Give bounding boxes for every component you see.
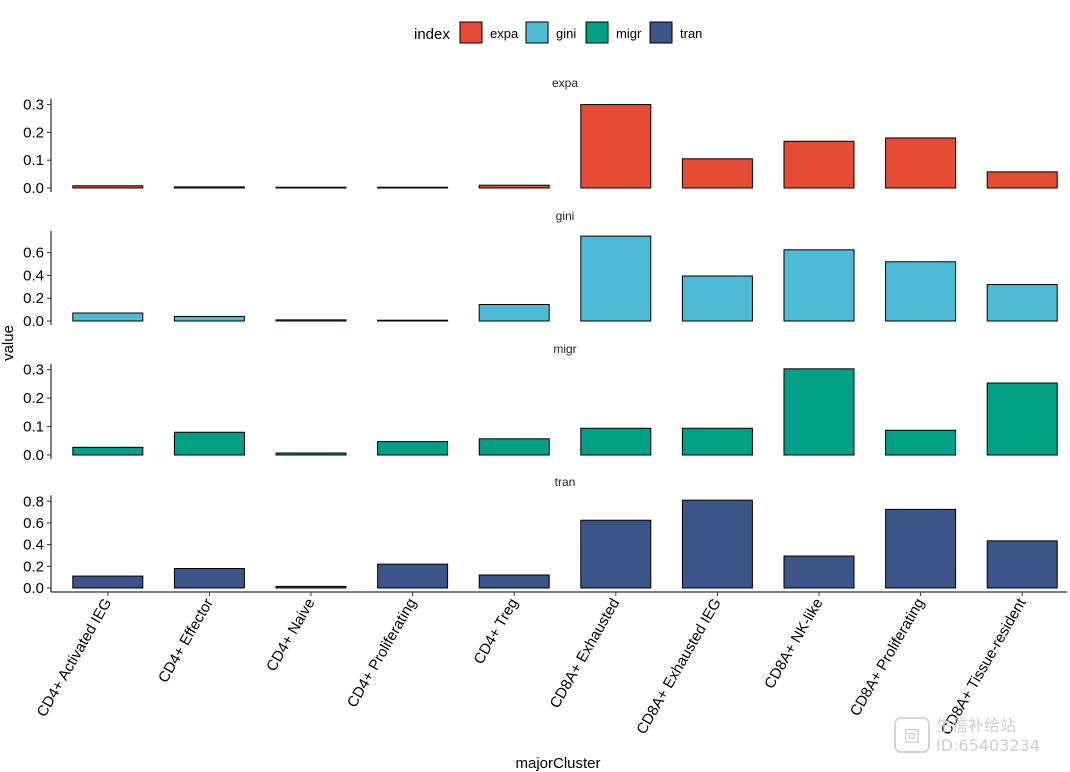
y-tick-label-migr: 0.3 [23,362,44,379]
bar-gini-4 [377,319,449,322]
bar-migr-6 [580,427,652,456]
x-tick-label: CD4+ Naive [263,596,318,675]
legend-label-expa: expa [490,26,519,41]
legend-item-expa: expa [459,21,519,44]
watermark-logo-icon [894,717,930,753]
bar-gini-10 [986,284,1058,322]
watermark-line2: ID:65403234 [936,736,1040,755]
legend: index expa gini migr tran [414,21,702,44]
x-tick-label: CD4+ Proliferating [344,596,420,711]
bar-migr-3 [275,452,347,456]
facet-expa: expa 0.0 0.1 0.2 0.3 [23,76,1058,197]
bar-tran-5 [478,574,550,589]
bar-gini-8 [783,249,855,322]
bar-migr-8 [783,368,855,456]
bar-expa-4 [377,186,449,189]
y-tick-label-tran: 0.0 [23,580,44,597]
y-tick-label-tran: 0.4 [23,537,44,554]
bar-migr-4 [377,441,449,456]
bar-expa-8 [783,140,855,189]
y-tick-label-gini: 0.2 [23,290,44,307]
y-tick-label-tran: 0.6 [23,515,44,532]
watermark: 回 生信补给站 ID:65403234 [894,716,1040,755]
legend-swatch-migr [585,21,609,44]
legend-swatch-expa [459,21,483,44]
bar-tran-9 [885,508,957,589]
x-tick-label: CD8A+ Exhausted [547,596,624,712]
y-tick-label-expa: 0.1 [23,152,44,169]
y-tick-label-gini: 0.4 [23,267,44,284]
facet-migr: migr 0.0 0.1 0.2 0.3 [23,342,1058,464]
legend-swatch-gini [525,21,549,44]
y-tick-label-gini: 0.0 [23,313,44,330]
bar-expa-3 [275,186,347,189]
bar-gini-5 [478,303,550,322]
bar-expa-1 [72,185,144,189]
legend-title: index [414,26,450,43]
legend-item-gini: gini [525,21,576,44]
facet-tran: tran 0.0 0.2 0.4 0.6 0.8 [23,475,1058,597]
bar-migr-9 [885,429,957,456]
y-axis-title: value [0,325,17,361]
bar-migr-1 [72,446,144,456]
bar-migr-10 [986,382,1058,456]
x-axis-title: majorCluster [515,755,600,772]
bar-gini-1 [72,312,144,322]
bar-expa-5 [478,184,550,189]
legend-label-gini: gini [556,26,576,41]
bar-expa-10 [986,171,1058,189]
bar-tran-4 [377,563,449,589]
y-tick-label-tran: 0.2 [23,558,44,575]
x-axis: CD4+ Activated IEG CD4+ Effector CD4+ Naiv… [34,591,1067,738]
bar-gini-3 [275,319,347,322]
bar-tran-7 [681,499,753,589]
x-tick-label: CD4+ Effector [155,596,217,686]
bar-gini-7 [681,275,753,322]
x-tick-label: CD8A+ Proliferating [847,596,928,720]
x-tick-label: CD4+ Treg [470,596,521,668]
watermark-logo-glyph: 回 [904,727,920,746]
y-tick-label-gini: 0.6 [23,245,44,262]
bar-expa-6 [580,104,652,189]
y-tick-label-migr: 0.0 [23,447,44,464]
bar-migr-7 [681,427,753,456]
facet-title-migr: migr [553,342,576,356]
bar-expa-7 [681,158,753,189]
x-tick-label: CD8A+ NK-like [761,596,826,692]
bar-gini-9 [885,261,957,322]
legend-item-tran: tran [649,21,702,44]
y-tick-label-expa: 0.3 [23,97,44,114]
bar-tran-10 [986,540,1058,589]
watermark-line1: 生信补给站 [936,716,1016,735]
facet-title-expa: expa [552,76,578,90]
y-tick-label-migr: 0.2 [23,390,44,407]
y-tick-label-expa: 0.2 [23,124,44,141]
bar-expa-2 [173,186,245,189]
legend-label-tran: tran [680,26,702,41]
x-tick-label: CD8A+ Exhausted IEG [633,596,725,738]
legend-item-migr: migr [585,21,642,44]
legend-label-migr: migr [616,26,642,41]
bar-tran-1 [72,575,144,589]
y-tick-label-migr: 0.1 [23,419,44,436]
y-tick-label-tran: 0.8 [23,493,44,510]
facet-gini: gini 0.0 0.2 0.4 0.6 [23,209,1058,330]
facet-title-tran: tran [555,475,576,489]
bar-expa-9 [885,137,957,189]
bar-tran-3 [275,585,347,589]
bar-gini-2 [173,315,245,322]
bar-tran-8 [783,555,855,589]
facet-title-gini: gini [556,209,575,223]
bar-migr-5 [478,438,550,456]
bar-tran-2 [173,567,245,589]
x-tick-label: CD4+ Activated IEG [34,596,116,720]
legend-swatch-tran [649,21,673,44]
bar-migr-2 [173,431,245,456]
bar-gini-6 [580,235,652,322]
bar-tran-6 [580,519,652,589]
y-tick-label-expa: 0.0 [23,180,44,197]
